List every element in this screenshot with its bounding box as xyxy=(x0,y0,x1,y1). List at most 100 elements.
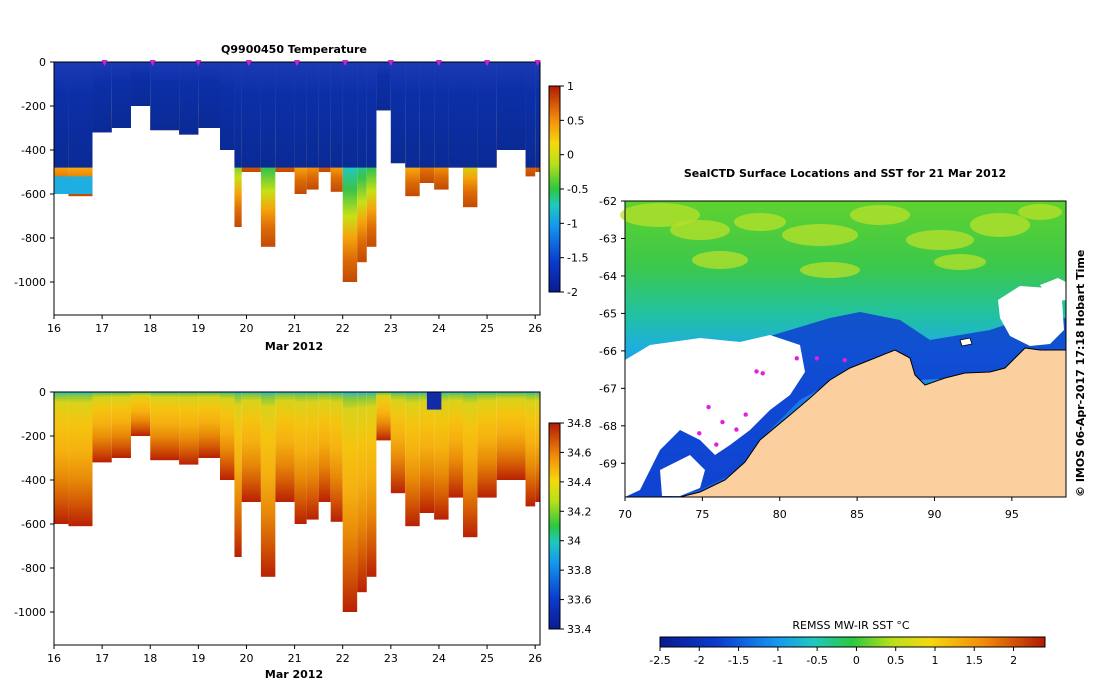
warm-patch-5 xyxy=(906,230,974,250)
warm-patch-3 xyxy=(782,224,858,246)
surfacing-marker-0 xyxy=(101,60,108,66)
salinity-colorbar xyxy=(548,422,561,630)
salinity-profile-7 xyxy=(198,392,221,458)
colorbar-tick-label-3: -0.5 xyxy=(567,183,588,196)
temperature-upper-layer-28 xyxy=(496,62,526,150)
x-tick-label-6: 22 xyxy=(336,322,350,335)
salinity-profile-15 xyxy=(318,392,331,502)
warm-patch-2 xyxy=(734,213,786,231)
temperature-upper-layer-8 xyxy=(220,62,235,150)
sst-tick-label-8: 1.5 xyxy=(966,654,984,667)
temperature-upper-layer-5 xyxy=(150,62,180,131)
temperature-upper-layer-0 xyxy=(54,62,69,168)
y-tick-label-0: 0 xyxy=(39,56,46,69)
seal-location-4 xyxy=(842,358,847,363)
salinity-profile-6 xyxy=(179,392,199,465)
salinity-profile-14 xyxy=(306,392,319,520)
temperature-upper-layer-13 xyxy=(294,62,307,168)
x-tick-label-3: 19 xyxy=(191,322,205,335)
y-tick-label-3: -600 xyxy=(21,188,46,201)
map-y-tick-label-4: -66 xyxy=(599,345,617,358)
y-tick-label-0: 0 xyxy=(39,386,46,399)
warm-patch-7 xyxy=(1018,204,1062,220)
y-tick-label-1: -200 xyxy=(21,100,46,113)
map-axes: 70 75 80 85 90 95 -62 -63 -64 -65 -66 -67 -68 -69 xyxy=(599,195,1019,521)
y-tick-label-3: -600 xyxy=(21,518,46,531)
salinity-profile-25 xyxy=(448,392,464,498)
surfacing-marker-3 xyxy=(245,60,252,66)
colorbar-tick-label-1: 34.6 xyxy=(567,446,592,459)
cloud-northeast xyxy=(1040,278,1066,302)
salinity-profile-27 xyxy=(477,392,497,498)
sst-map xyxy=(620,201,1067,498)
sst-tick-label-1: -2 xyxy=(694,654,705,667)
x-tick-label-5: 21 xyxy=(288,322,302,335)
temperature-upper-layer-4 xyxy=(130,62,151,106)
sst-colorbar xyxy=(659,636,1046,648)
warm-patch-8 xyxy=(692,251,748,269)
x-tick-label-2: 18 xyxy=(143,322,157,335)
colorbar-tick-label-0: 34.8 xyxy=(567,417,592,430)
x-tick-label-7: 23 xyxy=(384,322,398,335)
temperature-upper-layer-18 xyxy=(357,62,367,168)
island xyxy=(959,337,973,347)
sst-tick-label-6: 0.5 xyxy=(887,654,905,667)
x-tick-label-0: 16 xyxy=(47,652,61,665)
warm-patch-10 xyxy=(800,262,860,278)
sst-warm-patches xyxy=(620,203,1062,278)
temperature-upper-layer-11 xyxy=(260,62,276,168)
sea-ice-southwest xyxy=(660,455,705,496)
colorbar-tick-label-5: -1.5 xyxy=(567,252,588,265)
temperature-upper-layer-9 xyxy=(234,62,242,168)
colorbar-tick-label-0: 1 xyxy=(567,80,574,93)
salinity-profile-26 xyxy=(463,392,478,538)
temperature-xlabel: Mar 2012 xyxy=(265,340,323,353)
y-tick-label-4: -800 xyxy=(21,562,46,575)
map-y-tick-label-1: -63 xyxy=(599,232,617,245)
surfacing-marker-4 xyxy=(294,60,300,66)
warm-patch-0 xyxy=(620,203,700,227)
salinity-section-plot xyxy=(54,392,540,612)
map-y-tick-label-2: -64 xyxy=(599,270,617,283)
colorbar-tick-label-3: 34.2 xyxy=(567,505,592,518)
salinity-profile-16 xyxy=(330,392,343,522)
map-x-tick-label-5: 95 xyxy=(1005,508,1019,521)
temperature-upper-layer-23 xyxy=(419,62,435,168)
temperature-upper-layer-6 xyxy=(179,62,199,135)
surfacing-marker-9 xyxy=(534,60,541,66)
y-tick-label-2: -400 xyxy=(21,474,46,487)
salinity-profile-4 xyxy=(130,392,151,436)
x-tick-label-3: 19 xyxy=(191,652,205,665)
salinity-xlabel: Mar 2012 xyxy=(265,668,323,681)
salinity-profile-11 xyxy=(260,392,276,577)
seal-location-5 xyxy=(706,404,711,410)
map-y-tick-label-7: -69 xyxy=(599,457,617,470)
surfacing-marker-8 xyxy=(484,60,491,66)
sst-tick-label-3: -1 xyxy=(772,654,783,667)
x-tick-label-8: 24 xyxy=(432,322,446,335)
sea-ice-west xyxy=(625,335,805,497)
temperature-upper-layer-29 xyxy=(525,62,536,168)
cloud-east xyxy=(998,286,1064,346)
salinity-profile-21 xyxy=(390,392,406,494)
colorbar-tick-label-2: 34.4 xyxy=(567,476,592,489)
salinity-profile-5 xyxy=(150,392,180,461)
surfacing-marker-2 xyxy=(195,60,202,66)
temperature-upper-layer-16 xyxy=(330,62,343,168)
x-tick-label-9: 25 xyxy=(480,652,494,665)
temperature-upper-layer-2 xyxy=(92,62,112,133)
sst-tick-label-2: -1.5 xyxy=(728,654,749,667)
colorbar-tick-label-1: 0.5 xyxy=(567,114,585,127)
temperature-cyan-band xyxy=(54,176,93,194)
salinity-profile-9 xyxy=(234,392,242,557)
map-title: SealCTD Surface Locations and SST for 21… xyxy=(684,167,1006,180)
temperature-upper-layer-3 xyxy=(111,62,131,128)
surfacing-marker-6 xyxy=(387,60,394,66)
surfacing-marker-5 xyxy=(342,60,349,66)
map-y-tick-label-3: -65 xyxy=(599,307,617,320)
sst-colorbar-label: REMSS MW-IR SST °C xyxy=(792,619,910,632)
map-y-tick-label-0: -62 xyxy=(599,195,617,208)
colorbar-tick-label-6: 33.6 xyxy=(567,594,592,607)
temperature-axes: 16 17 18 19 20 21 22 23 24 25 26 0 -200 -400 -600 -800 -… xyxy=(14,56,542,335)
x-tick-label-1: 17 xyxy=(95,322,109,335)
